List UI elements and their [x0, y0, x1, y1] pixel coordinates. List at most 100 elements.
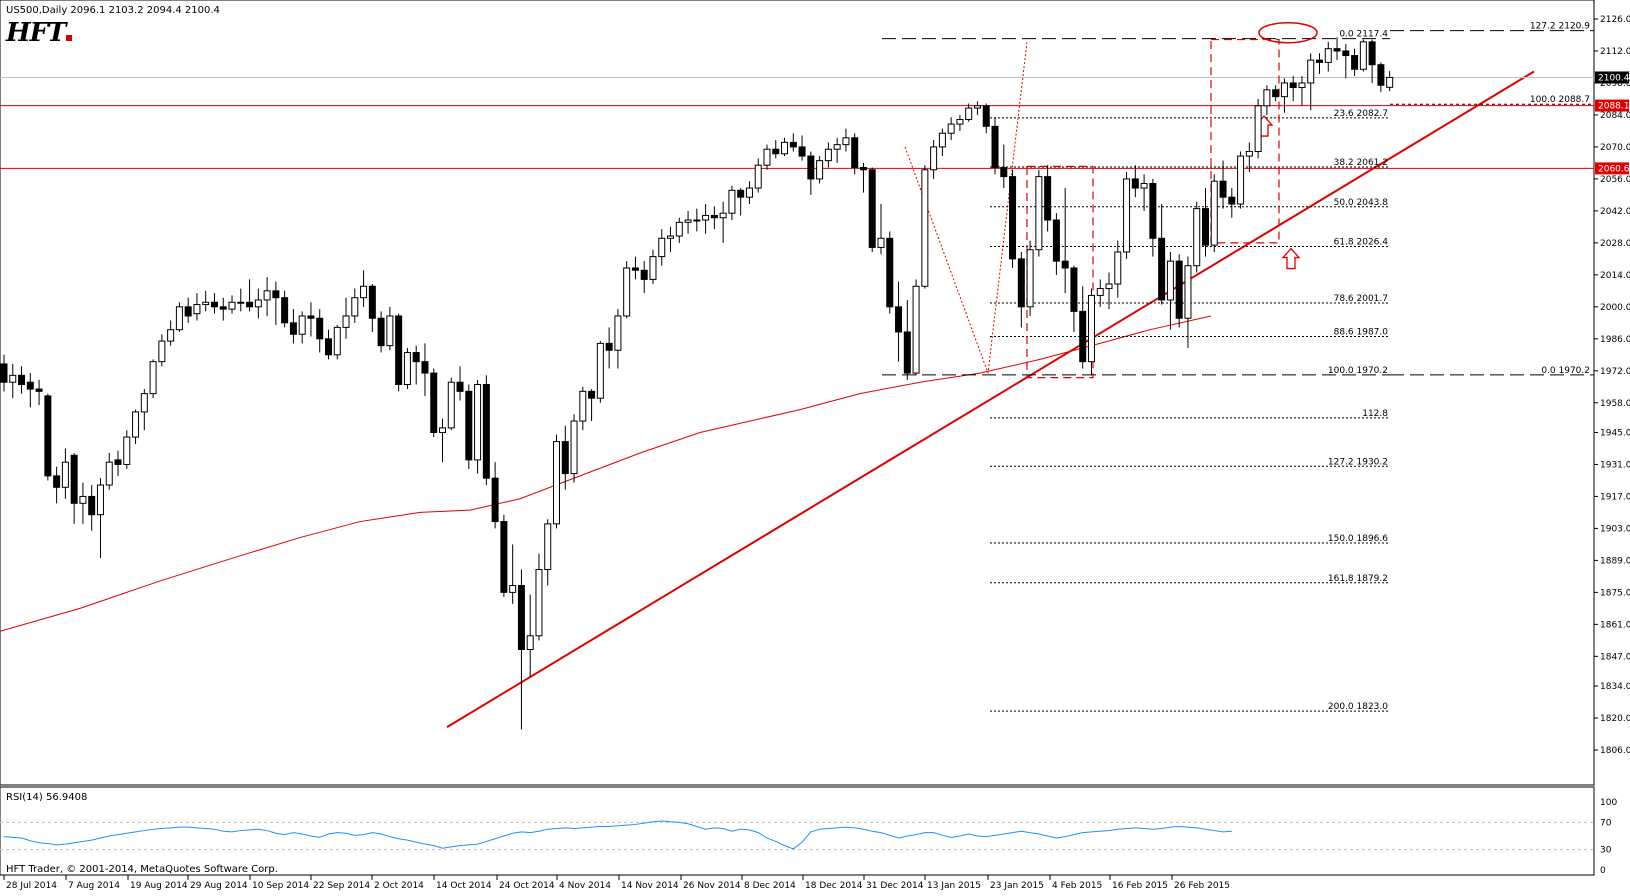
candle	[1175, 254, 1183, 328]
logo-text: HFT	[6, 18, 66, 48]
candle-body	[1254, 105, 1262, 152]
candle	[737, 188, 745, 216]
candle	[1201, 188, 1209, 257]
rsi-plot-frame	[0, 786, 1595, 876]
candle	[1368, 39, 1376, 83]
candle-body	[79, 495, 87, 504]
candle	[123, 430, 131, 470]
candle-body	[675, 221, 683, 237]
x-tick-label: 7 Aug 2014	[68, 881, 120, 891]
candle	[44, 393, 52, 481]
y-tick-label: 1861.0	[1600, 620, 1630, 630]
candle	[877, 204, 885, 255]
candle	[851, 133, 859, 175]
y-tick-label: 2070.0	[1600, 143, 1630, 153]
candle-body	[403, 352, 411, 385]
candle-body	[895, 306, 903, 333]
candle-body	[368, 285, 376, 319]
fib-extension-label: 127.2 2120.9	[1530, 22, 1590, 32]
y-tick-label: 2056.0	[1600, 175, 1630, 185]
candle	[491, 462, 499, 529]
candle-body	[1228, 196, 1236, 205]
candle-body	[360, 285, 368, 299]
candle-body	[1052, 219, 1060, 262]
candle-body	[605, 342, 613, 351]
y-tick-label: 2084.0	[1600, 111, 1630, 121]
candle	[1087, 288, 1095, 376]
candle	[281, 290, 289, 328]
candle-body	[254, 299, 262, 308]
candle-body	[1096, 288, 1104, 296]
candle	[96, 478, 104, 559]
moving-average-line	[0, 315, 1212, 632]
candle	[193, 293, 201, 321]
candle-body	[596, 342, 604, 399]
candle	[763, 144, 771, 170]
price-label: 2088.1	[1598, 102, 1630, 112]
candle	[579, 386, 587, 431]
candle-body	[649, 256, 657, 280]
candle-body	[1184, 265, 1192, 319]
candle	[1245, 142, 1253, 173]
candle-body	[482, 384, 490, 479]
candle-body	[754, 164, 762, 189]
candle-body	[667, 235, 675, 239]
candle-body	[263, 290, 271, 301]
candle-body	[702, 214, 710, 221]
candle-body	[1263, 89, 1271, 107]
candle-body	[1377, 64, 1385, 86]
candle-body	[1316, 59, 1323, 63]
candle	[316, 309, 324, 353]
candle-body	[272, 290, 280, 299]
candle	[360, 270, 368, 307]
candle	[1280, 78, 1288, 113]
candle-body	[210, 301, 218, 308]
fib-level-label: 78.6 2001.7	[1334, 294, 1388, 304]
candles-layer	[0, 37, 1394, 730]
fibonacci-layer: 0.0 2117.4 23.6 2082.7 38.2 2061.2 50.0 204…	[882, 22, 1594, 712]
logo-dot	[66, 35, 73, 41]
candle-body	[1359, 41, 1367, 70]
candle-body	[1158, 237, 1166, 301]
candle-body	[377, 317, 385, 347]
candle-body	[386, 315, 394, 347]
candle	[640, 261, 648, 294]
candle	[439, 418, 446, 463]
candle-body	[798, 146, 806, 157]
candle	[1114, 240, 1122, 298]
candle-body	[789, 141, 797, 148]
candle-body	[991, 125, 999, 168]
candle	[772, 140, 780, 159]
candle	[421, 343, 429, 396]
horizontal-levels-layer	[0, 76, 1594, 169]
candle-body	[807, 155, 815, 180]
x-tick-label: 4 Nov 2014	[559, 881, 611, 891]
candle	[70, 453, 78, 524]
candle-body	[921, 169, 929, 287]
candle-body	[588, 390, 596, 399]
candle-body	[535, 569, 543, 637]
candle	[219, 297, 227, 321]
candle	[1026, 240, 1034, 316]
candle	[210, 293, 218, 314]
candle	[745, 181, 753, 205]
x-tick-label: 2 Oct 2014	[374, 881, 424, 891]
x-tick-label: 13 Jan 2015	[927, 881, 981, 891]
candle	[1158, 204, 1166, 305]
x-tick-label: 14 Oct 2014	[436, 881, 492, 891]
rsi-axis-label: 30	[1600, 846, 1612, 856]
candle-body	[1201, 208, 1209, 246]
candle-body	[447, 381, 455, 429]
candle	[412, 345, 420, 385]
candle-body	[938, 132, 946, 148]
candle-body	[772, 148, 780, 155]
y-tick-label: 2042.0	[1600, 207, 1630, 217]
y-tick-label: 2014.0	[1600, 271, 1630, 281]
candle	[1009, 169, 1017, 268]
y-tick-label: 1820.0	[1600, 714, 1630, 724]
candle	[307, 302, 315, 337]
candle-body	[342, 315, 350, 328]
y-tick-label: 1931.0	[1600, 460, 1630, 470]
candle-body	[395, 315, 403, 385]
candle-body	[1280, 82, 1288, 98]
